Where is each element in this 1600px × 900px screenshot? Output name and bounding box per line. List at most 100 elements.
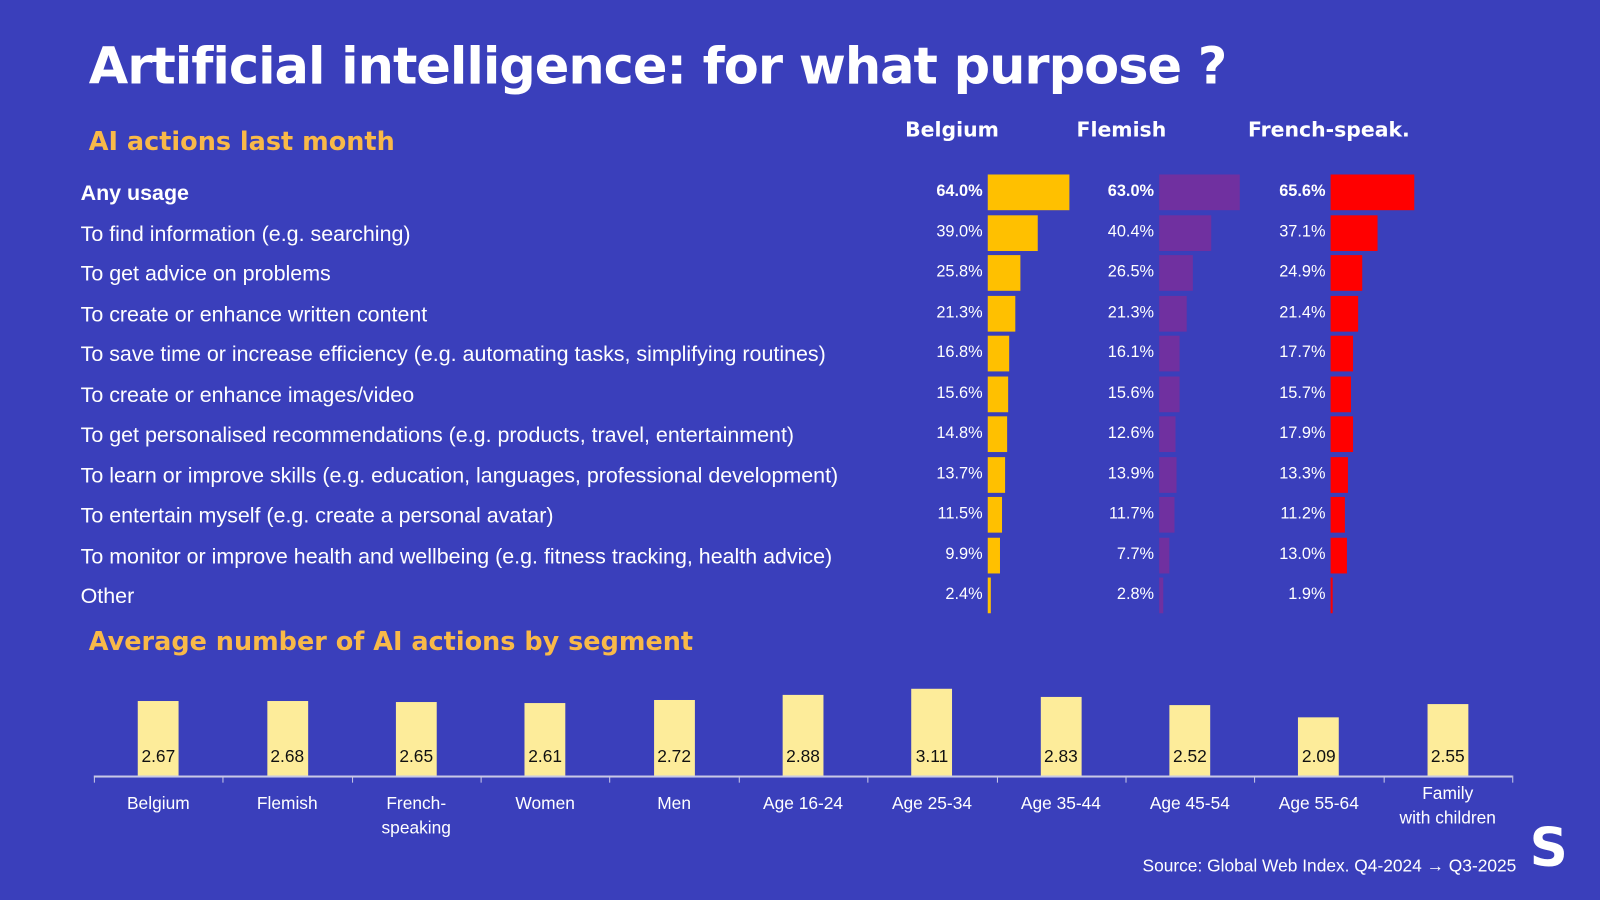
x-axis-tick <box>609 775 611 783</box>
category-label: Age 25-34 <box>891 793 973 814</box>
data-label: 39.0% <box>936 222 983 241</box>
bar <box>987 577 991 614</box>
data-label: 2.4% <box>945 585 983 604</box>
category-label: Age 45-54 <box>1149 793 1230 814</box>
data-label: 2.55 <box>1430 746 1465 767</box>
row-label: Other <box>80 584 135 609</box>
bar <box>1330 376 1351 412</box>
data-label: 21.3% <box>1107 303 1155 321</box>
column-header-flemish: Flemish <box>1076 117 1167 142</box>
bar <box>395 701 437 776</box>
bar <box>1330 577 1334 614</box>
category-label: French- speaking <box>381 793 451 838</box>
data-label: 15.7% <box>1279 384 1326 402</box>
data-label: 2.67 <box>141 746 176 767</box>
row-label: Any usage <box>80 181 189 206</box>
bar <box>1330 295 1358 332</box>
x-axis-tick <box>351 775 353 783</box>
bar <box>911 688 953 776</box>
data-label: 12.6% <box>1107 424 1155 442</box>
bar <box>266 700 308 776</box>
bar <box>987 255 1021 291</box>
data-label: 13.3% <box>1279 464 1326 483</box>
data-label: 16.8% <box>936 343 983 362</box>
data-label: 2.8% <box>1116 585 1155 604</box>
x-axis-tick <box>93 775 95 783</box>
x-axis-tick <box>1512 775 1514 783</box>
bar <box>1159 335 1180 372</box>
data-label: 2.09 <box>1301 746 1336 767</box>
section-title-ai-actions: AI actions last month <box>88 126 395 157</box>
category-label: Age 55-64 <box>1278 793 1359 814</box>
bar <box>1330 255 1363 291</box>
x-axis-tick <box>1125 775 1127 783</box>
x-axis-line <box>93 775 1513 778</box>
bar <box>987 214 1038 251</box>
data-label: 2.68 <box>270 746 305 767</box>
section-title-average-actions: Average number of AI actions by segment <box>88 626 694 657</box>
bar <box>987 376 1008 412</box>
data-label: 1.9% <box>1288 585 1326 604</box>
bar <box>782 695 824 776</box>
data-label: 24.9% <box>1279 263 1326 281</box>
brand-logo: S <box>1529 817 1568 879</box>
row-label: To find information (e.g. searching) <box>80 221 411 246</box>
data-label: 15.6% <box>936 384 983 402</box>
bar <box>1330 537 1348 573</box>
bar <box>1427 704 1469 776</box>
data-label: 13.9% <box>1107 464 1155 483</box>
bar <box>1159 214 1211 251</box>
bar <box>1159 416 1176 453</box>
data-label: 17.7% <box>1279 343 1326 362</box>
bar <box>1159 376 1180 412</box>
bar <box>1298 717 1340 776</box>
data-label: 25.8% <box>936 263 983 281</box>
source-note: Source: Global Web Index. Q4-2024 → Q3-2… <box>1142 856 1517 876</box>
data-label: 64.0% <box>936 182 983 200</box>
bar <box>987 416 1007 453</box>
bar <box>1169 705 1211 776</box>
data-label: 63.0% <box>1107 182 1155 200</box>
row-label: To entertain myself (e.g. create a perso… <box>80 504 554 528</box>
x-axis-tick <box>1383 775 1385 783</box>
data-label: 2.72 <box>657 746 691 767</box>
row-label: To monitor or improve health and wellbei… <box>80 544 833 568</box>
row-label: To save time or increase efficiency (e.g… <box>80 342 826 367</box>
data-label: 40.4% <box>1107 222 1155 241</box>
data-label: 65.6% <box>1279 182 1326 200</box>
data-label: 2.65 <box>399 746 434 767</box>
column-header-belgium: Belgium <box>905 117 999 142</box>
data-label: 2.61 <box>528 746 563 767</box>
data-label: 11.7% <box>1108 505 1155 523</box>
bar <box>1159 496 1175 533</box>
bar <box>1330 496 1345 533</box>
x-axis-tick <box>867 775 869 783</box>
data-label: 26.5% <box>1107 263 1155 281</box>
column-header-french-speak-: French-speak. <box>1247 117 1410 142</box>
data-label: 2.83 <box>1044 746 1078 767</box>
bar <box>1159 577 1163 614</box>
data-label: 11.5% <box>937 505 983 523</box>
x-axis-tick <box>222 775 224 783</box>
data-label: 3.11 <box>915 746 949 767</box>
bar <box>1159 255 1193 291</box>
category-label: Age 16-24 <box>763 793 844 814</box>
data-label: 2.52 <box>1172 746 1207 767</box>
data-label: 14.8% <box>936 424 983 442</box>
bar <box>1159 174 1240 211</box>
x-axis-tick <box>1254 775 1256 783</box>
page-title: Artificial intelligence: for what purpos… <box>88 36 1228 96</box>
bar <box>1330 214 1378 251</box>
bar <box>1330 174 1415 211</box>
bar <box>1330 416 1354 453</box>
bar <box>987 537 1001 573</box>
bar <box>987 295 1015 332</box>
bar <box>1040 696 1082 776</box>
row-label: To get advice on problems <box>80 262 331 286</box>
bar <box>1330 456 1348 493</box>
data-label: 21.4% <box>1279 303 1326 321</box>
data-label: 2.88 <box>786 746 820 767</box>
data-label: 21.3% <box>936 303 983 321</box>
category-label: Family with children <box>1399 783 1496 828</box>
